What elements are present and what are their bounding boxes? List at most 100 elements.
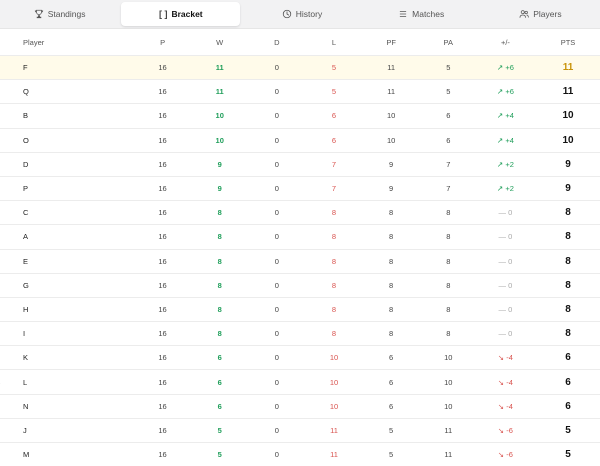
player-name: D [7, 152, 134, 176]
draws-cell: 0 [248, 394, 305, 418]
header-draws[interactable]: D [248, 29, 305, 56]
tab-bar: Standings [ ] Bracket History Matches Pl… [0, 0, 600, 29]
player-name: C [7, 201, 134, 225]
table-row[interactable]: 6P1690797↗ +29 [0, 176, 600, 200]
table-row[interactable]: 9E1680888— 08 [0, 249, 600, 273]
diff-cell: ↗ +2 [477, 152, 534, 176]
points-against-cell: 6 [420, 128, 477, 152]
tab-history[interactable]: History [242, 2, 361, 26]
player-name: M [7, 443, 134, 466]
points-against-cell: 7 [420, 152, 477, 176]
table-row[interactable]: 10G1680888— 08 [0, 273, 600, 297]
header-player[interactable]: Player [7, 29, 134, 56]
rank-cell: 2 [0, 80, 7, 104]
table-row[interactable]: 15N166010610↘ -46 [0, 394, 600, 418]
points-cell: 11 [534, 56, 600, 80]
losses-cell: 6 [305, 128, 362, 152]
draws-cell: 0 [248, 249, 305, 273]
losses-cell: 7 [305, 152, 362, 176]
diff-cell: ↘ -4 [477, 370, 534, 394]
points-for-cell: 8 [363, 249, 420, 273]
header-wins[interactable]: W [191, 29, 248, 56]
points-for-cell: 8 [363, 322, 420, 346]
player-name: P [7, 176, 134, 200]
tab-matches-label: Matches [412, 9, 444, 19]
header-points-for[interactable]: PF [363, 29, 420, 56]
losses-cell: 5 [305, 56, 362, 80]
played-cell: 16 [134, 225, 191, 249]
header-diff[interactable]: +/- [477, 29, 534, 56]
player-name: O [7, 128, 134, 152]
diff-cell: ↘ -4 [477, 394, 534, 418]
points-cell: 9 [534, 152, 600, 176]
tab-bracket[interactable]: [ ] Bracket [121, 2, 240, 26]
wins-cell: 8 [191, 201, 248, 225]
draws-cell: 0 [248, 80, 305, 104]
losses-cell: 8 [305, 225, 362, 249]
points-against-cell: 6 [420, 104, 477, 128]
wins-cell: 5 [191, 443, 248, 466]
points-for-cell: 8 [363, 201, 420, 225]
header-played[interactable]: P [134, 29, 191, 56]
played-cell: 16 [134, 443, 191, 466]
diff-cell: ↗ +6 [477, 56, 534, 80]
table-row[interactable]: 14L166010610↘ -46 [0, 370, 600, 394]
table-row[interactable]: 5D1690797↗ +29 [0, 152, 600, 176]
table-row[interactable]: 2Q161105115↗ +611 [0, 80, 600, 104]
header-points-against[interactable]: PA [420, 29, 477, 56]
table-row[interactable]: 7C1680888— 08 [0, 201, 600, 225]
header-rank: # [0, 29, 7, 56]
table-row[interactable]: 3B161006106↗ +410 [0, 104, 600, 128]
losses-cell: 11 [305, 443, 362, 466]
diff-cell: — 0 [477, 201, 534, 225]
points-cell: 8 [534, 201, 600, 225]
header-losses[interactable]: L [305, 29, 362, 56]
draws-cell: 0 [248, 322, 305, 346]
points-cell: 5 [534, 443, 600, 466]
points-against-cell: 8 [420, 225, 477, 249]
wins-cell: 11 [191, 56, 248, 80]
played-cell: 16 [134, 128, 191, 152]
player-name: H [7, 297, 134, 321]
table-row[interactable]: 13K166010610↘ -46 [0, 346, 600, 370]
played-cell: 16 [134, 56, 191, 80]
points-for-cell: 10 [363, 104, 420, 128]
tab-matches[interactable]: Matches [362, 2, 481, 26]
tab-standings[interactable]: Standings [0, 2, 119, 26]
losses-cell: 10 [305, 346, 362, 370]
player-name: I [7, 322, 134, 346]
diff-cell: — 0 [477, 322, 534, 346]
draws-cell: 0 [248, 273, 305, 297]
played-cell: 16 [134, 370, 191, 394]
points-cell: 8 [534, 225, 600, 249]
points-against-cell: 10 [420, 370, 477, 394]
rank-cell: 6 [0, 176, 7, 200]
wins-cell: 10 [191, 104, 248, 128]
table-row[interactable]: 12I1680888— 08 [0, 322, 600, 346]
played-cell: 16 [134, 394, 191, 418]
played-cell: 16 [134, 297, 191, 321]
played-cell: 16 [134, 104, 191, 128]
tab-players[interactable]: Players [481, 2, 600, 26]
table-row[interactable]: 4O161006106↗ +410 [0, 128, 600, 152]
points-for-cell: 11 [363, 56, 420, 80]
points-against-cell: 8 [420, 322, 477, 346]
points-cell: 11 [534, 80, 600, 104]
rank-cell: 13 [0, 346, 7, 370]
points-against-cell: 8 [420, 249, 477, 273]
diff-cell: ↘ -4 [477, 346, 534, 370]
rank-cell: 16 [0, 418, 7, 442]
points-for-cell: 5 [363, 418, 420, 442]
wins-cell: 10 [191, 128, 248, 152]
wins-cell: 6 [191, 394, 248, 418]
table-row[interactable]: 17M165011511↘ -65 [0, 443, 600, 466]
wins-cell: 8 [191, 225, 248, 249]
diff-cell: — 0 [477, 225, 534, 249]
points-against-cell: 5 [420, 80, 477, 104]
header-points[interactable]: PTS [534, 29, 600, 56]
table-row[interactable]: 11H1680888— 08 [0, 297, 600, 321]
tab-bracket-label: Bracket [171, 9, 202, 19]
table-row[interactable]: 16J165011511↘ -65 [0, 418, 600, 442]
